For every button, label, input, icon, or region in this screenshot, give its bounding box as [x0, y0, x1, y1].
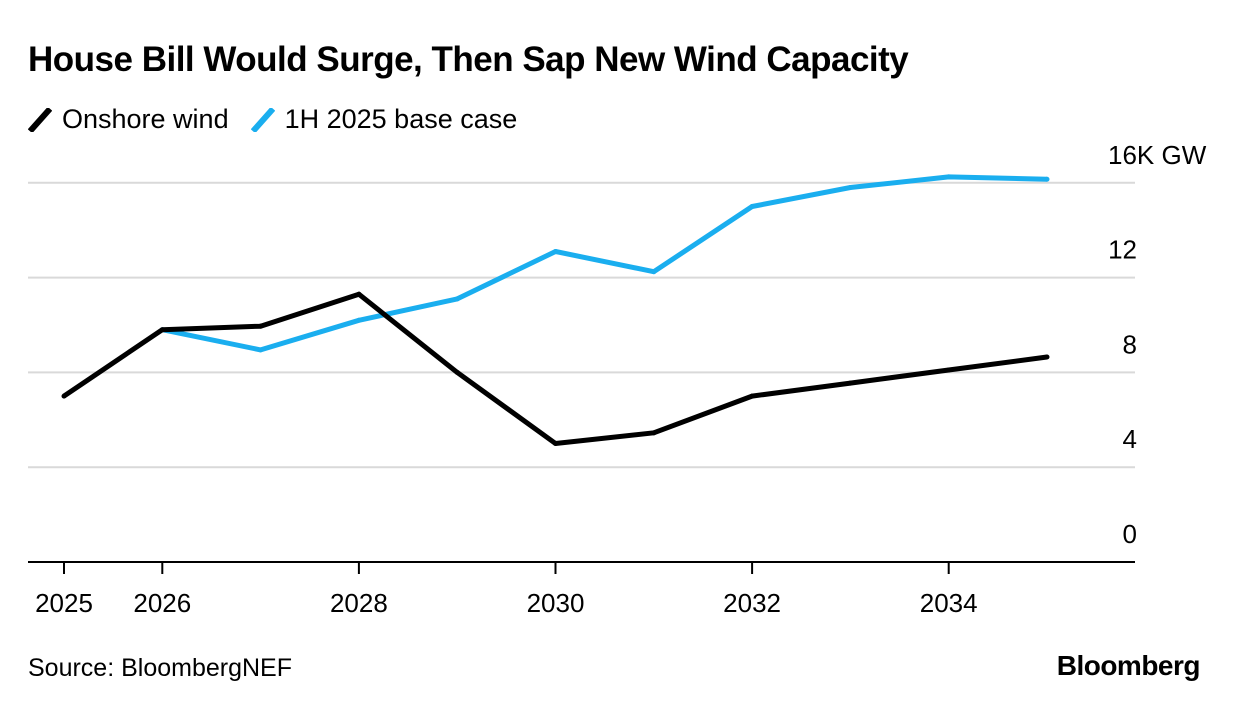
legend-item-onshore-wind: Onshore wind — [28, 104, 229, 135]
point-base-case-2035 — [1044, 176, 1050, 182]
point-onshore-wind-2035 — [1044, 354, 1050, 360]
legend-label-onshore-wind: Onshore wind — [62, 104, 229, 134]
point-base-case-2027 — [258, 347, 264, 353]
legend-swatch-base-case — [250, 107, 275, 132]
chart-title: House Bill Would Surge, Then Sap New Win… — [28, 40, 909, 79]
legend-swatch-onshore-wind — [28, 107, 52, 132]
point-onshore-wind-2031 — [651, 430, 657, 436]
y-tick-label-16: 16K GW — [1108, 140, 1207, 170]
point-onshore-wind-2033 — [847, 380, 853, 386]
point-base-case-2030 — [553, 249, 558, 255]
source-note: Source: BloombergNEF — [28, 654, 293, 682]
point-onshore-wind-2027 — [258, 323, 264, 329]
legend-item-base-case: 1H 2025 base case — [250, 104, 518, 135]
point-base-case-2033 — [847, 185, 853, 191]
legend: Onshore wind 1H 2025 base case — [28, 104, 539, 135]
point-onshore-wind-2025 — [61, 393, 67, 399]
point-base-case-2031 — [651, 269, 657, 275]
x-tick-label-2032: 2032 — [723, 588, 781, 618]
point-onshore-wind-2034 — [946, 367, 952, 373]
legend-label-base-case: 1H 2025 base case — [284, 104, 518, 134]
bloomberg-logo: Bloomberg — [1056, 650, 1201, 681]
y-tick-label-0: 0 — [1123, 519, 1137, 549]
point-base-case-2029 — [454, 296, 460, 302]
point-base-case-2032 — [749, 204, 755, 209]
point-onshore-wind-2032 — [749, 393, 755, 399]
series-line-base-case — [161, 174, 1048, 353]
y-tick-label-12: 12 — [1108, 235, 1137, 265]
point-onshore-wind-2028 — [356, 291, 362, 297]
series-line-onshore-wind — [62, 291, 1048, 446]
x-tick-label-2026: 2026 — [133, 588, 191, 618]
point-base-case-2028 — [356, 317, 362, 323]
x-tick-label-2034: 2034 — [920, 588, 978, 618]
point-onshore-wind-2026 — [159, 327, 165, 333]
x-tick-label-2030: 2030 — [527, 588, 585, 618]
x-tick-label-2028: 2028 — [330, 588, 388, 618]
point-onshore-wind-2030 — [553, 441, 558, 446]
point-onshore-wind-2029 — [454, 369, 460, 375]
x-tick-label-2025: 2025 — [35, 588, 93, 618]
y-tick-label-4: 4 — [1123, 424, 1137, 454]
point-base-case-2034 — [946, 174, 952, 180]
y-tick-label-8: 8 — [1123, 329, 1137, 359]
